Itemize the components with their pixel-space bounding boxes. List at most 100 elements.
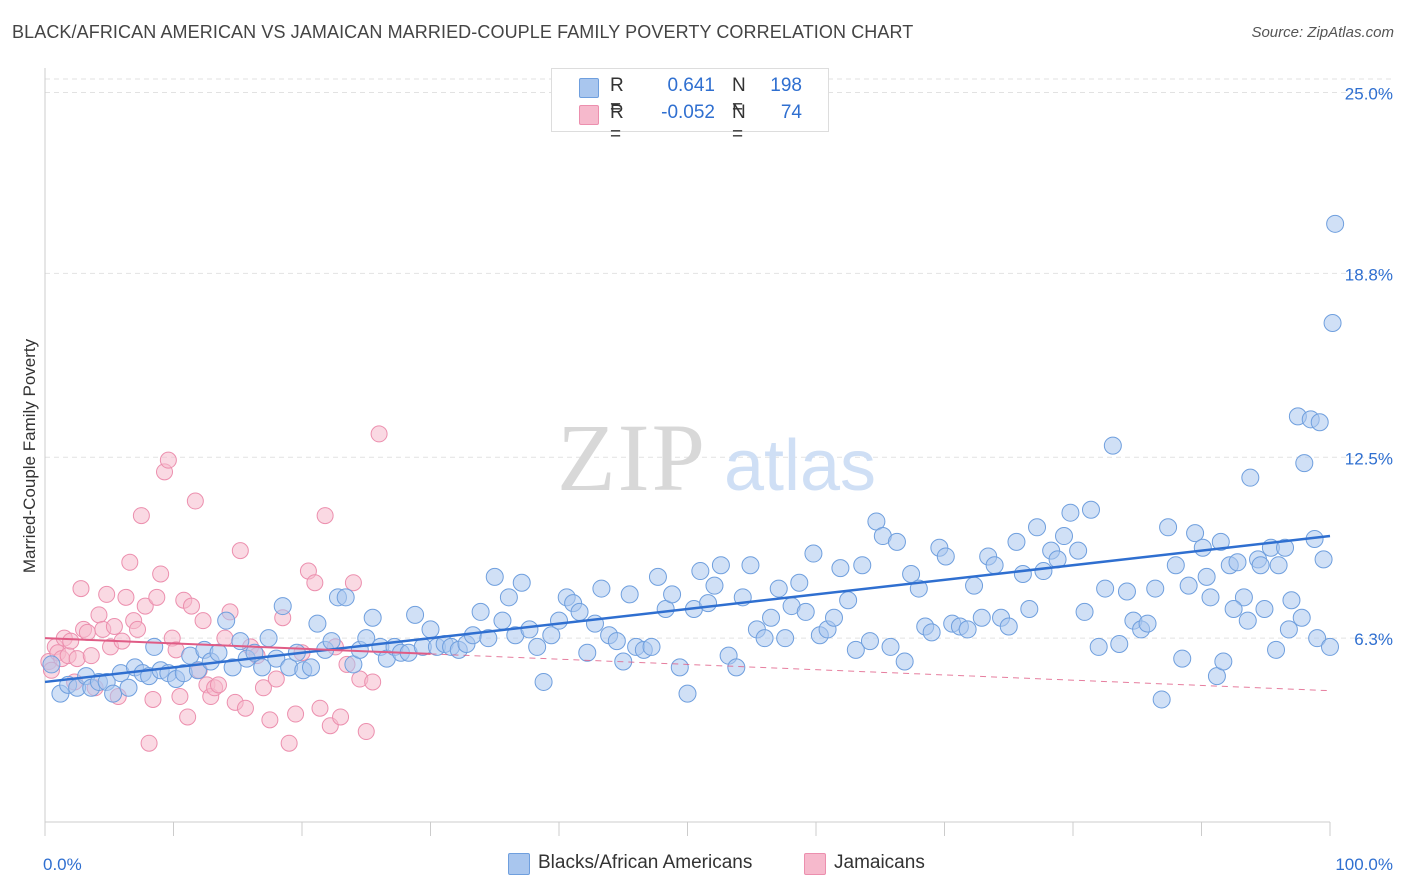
jamaican-point [261, 711, 279, 729]
black-point [479, 629, 498, 648]
black-point [471, 602, 490, 621]
legend-n-label: N = [732, 75, 746, 118]
trend-lines [44, 534, 1331, 692]
black-point [755, 629, 774, 648]
black-point [839, 591, 858, 610]
jamaicans-points [40, 425, 388, 752]
black-point [1314, 550, 1333, 569]
jamaican-point [364, 673, 382, 691]
black-point [922, 623, 941, 642]
jamaican-point [332, 708, 350, 726]
jamaican-point [287, 705, 305, 723]
jamaican-point [254, 679, 272, 697]
source-label: Source: ZipAtlas.com [1251, 24, 1394, 41]
jamaican-point [62, 632, 80, 650]
black-point [1282, 591, 1301, 610]
black-point [670, 658, 689, 677]
legend-swatch-jamaicans [804, 853, 826, 875]
black-point [406, 605, 425, 624]
black-point [485, 567, 504, 586]
black-point [145, 637, 164, 656]
black-point [705, 576, 724, 595]
black-point [1110, 635, 1129, 654]
black-point [1179, 576, 1198, 595]
jamaican-point [105, 617, 123, 635]
jamaican-point [132, 507, 150, 525]
jamaican-point [306, 574, 324, 592]
black-point [1069, 541, 1088, 560]
black-point [1234, 588, 1253, 607]
jamaican-point [209, 676, 227, 694]
black-point [421, 620, 440, 639]
black-point [620, 585, 639, 604]
legend-swatch-blacks [508, 853, 530, 875]
black-point [512, 573, 531, 592]
black-point [1269, 556, 1288, 575]
black-point [1255, 599, 1274, 618]
black-point [999, 617, 1018, 636]
black-point [776, 629, 795, 648]
black-point [1201, 588, 1220, 607]
black-point [1075, 602, 1094, 621]
legend-r-label: R = [610, 75, 624, 118]
black-point [965, 576, 984, 595]
black-point [727, 658, 746, 677]
black-point [1279, 620, 1298, 639]
legend-n-value: 198 [770, 75, 802, 96]
jamaican-point [182, 597, 200, 615]
jamaican-point [117, 588, 135, 606]
jamaican-point [98, 585, 116, 603]
jamaicans-trend-line-extension [430, 653, 1331, 692]
black-point [1197, 567, 1216, 586]
black-point [1159, 518, 1178, 537]
jamaican-point [82, 647, 100, 665]
black-point [958, 620, 977, 639]
black-point [1292, 608, 1311, 627]
jamaican-point [357, 723, 375, 741]
jamaican-point [267, 670, 285, 688]
black-point [711, 556, 730, 575]
jamaican-point [68, 650, 86, 668]
watermark-zip: ZIP [557, 404, 707, 511]
jamaican-point [344, 574, 362, 592]
black-point [570, 602, 589, 621]
black-point [790, 573, 809, 592]
black-point [363, 608, 382, 627]
black-point [1007, 532, 1026, 551]
legend-n-value: 74 [780, 102, 802, 123]
jamaican-point [144, 690, 162, 708]
black-point [301, 658, 320, 677]
black-point [1308, 629, 1327, 648]
black-point [648, 567, 667, 586]
black-point [1166, 556, 1185, 575]
black-point [336, 588, 355, 607]
black-point [1061, 503, 1080, 522]
black-point [769, 579, 788, 598]
chart-title: BLACK/AFRICAN AMERICAN VS JAMAICAN MARRI… [12, 22, 914, 42]
black-point [1251, 556, 1270, 575]
jamaican-point [370, 425, 388, 443]
black-point [1224, 599, 1243, 618]
y-tick-label: 25.0% [1345, 85, 1393, 104]
black-point [831, 559, 850, 578]
jamaican-point [140, 734, 158, 752]
black-point [322, 632, 341, 651]
black-point [936, 547, 955, 566]
black-point [1276, 538, 1295, 557]
jamaican-point [78, 623, 96, 641]
black-point [972, 608, 991, 627]
black-point [663, 585, 682, 604]
black-point [1103, 436, 1122, 455]
x-tick-label: 100.0% [1335, 855, 1393, 874]
jamaican-point [236, 699, 254, 717]
black-point [796, 602, 815, 621]
black-point [499, 588, 518, 607]
black-point [853, 556, 872, 575]
black-point [217, 611, 236, 630]
legend-r-label: R = [610, 102, 624, 145]
black-point [1028, 518, 1047, 537]
black-point [1214, 652, 1233, 671]
black-point [1173, 649, 1192, 668]
black-point [1295, 454, 1314, 473]
